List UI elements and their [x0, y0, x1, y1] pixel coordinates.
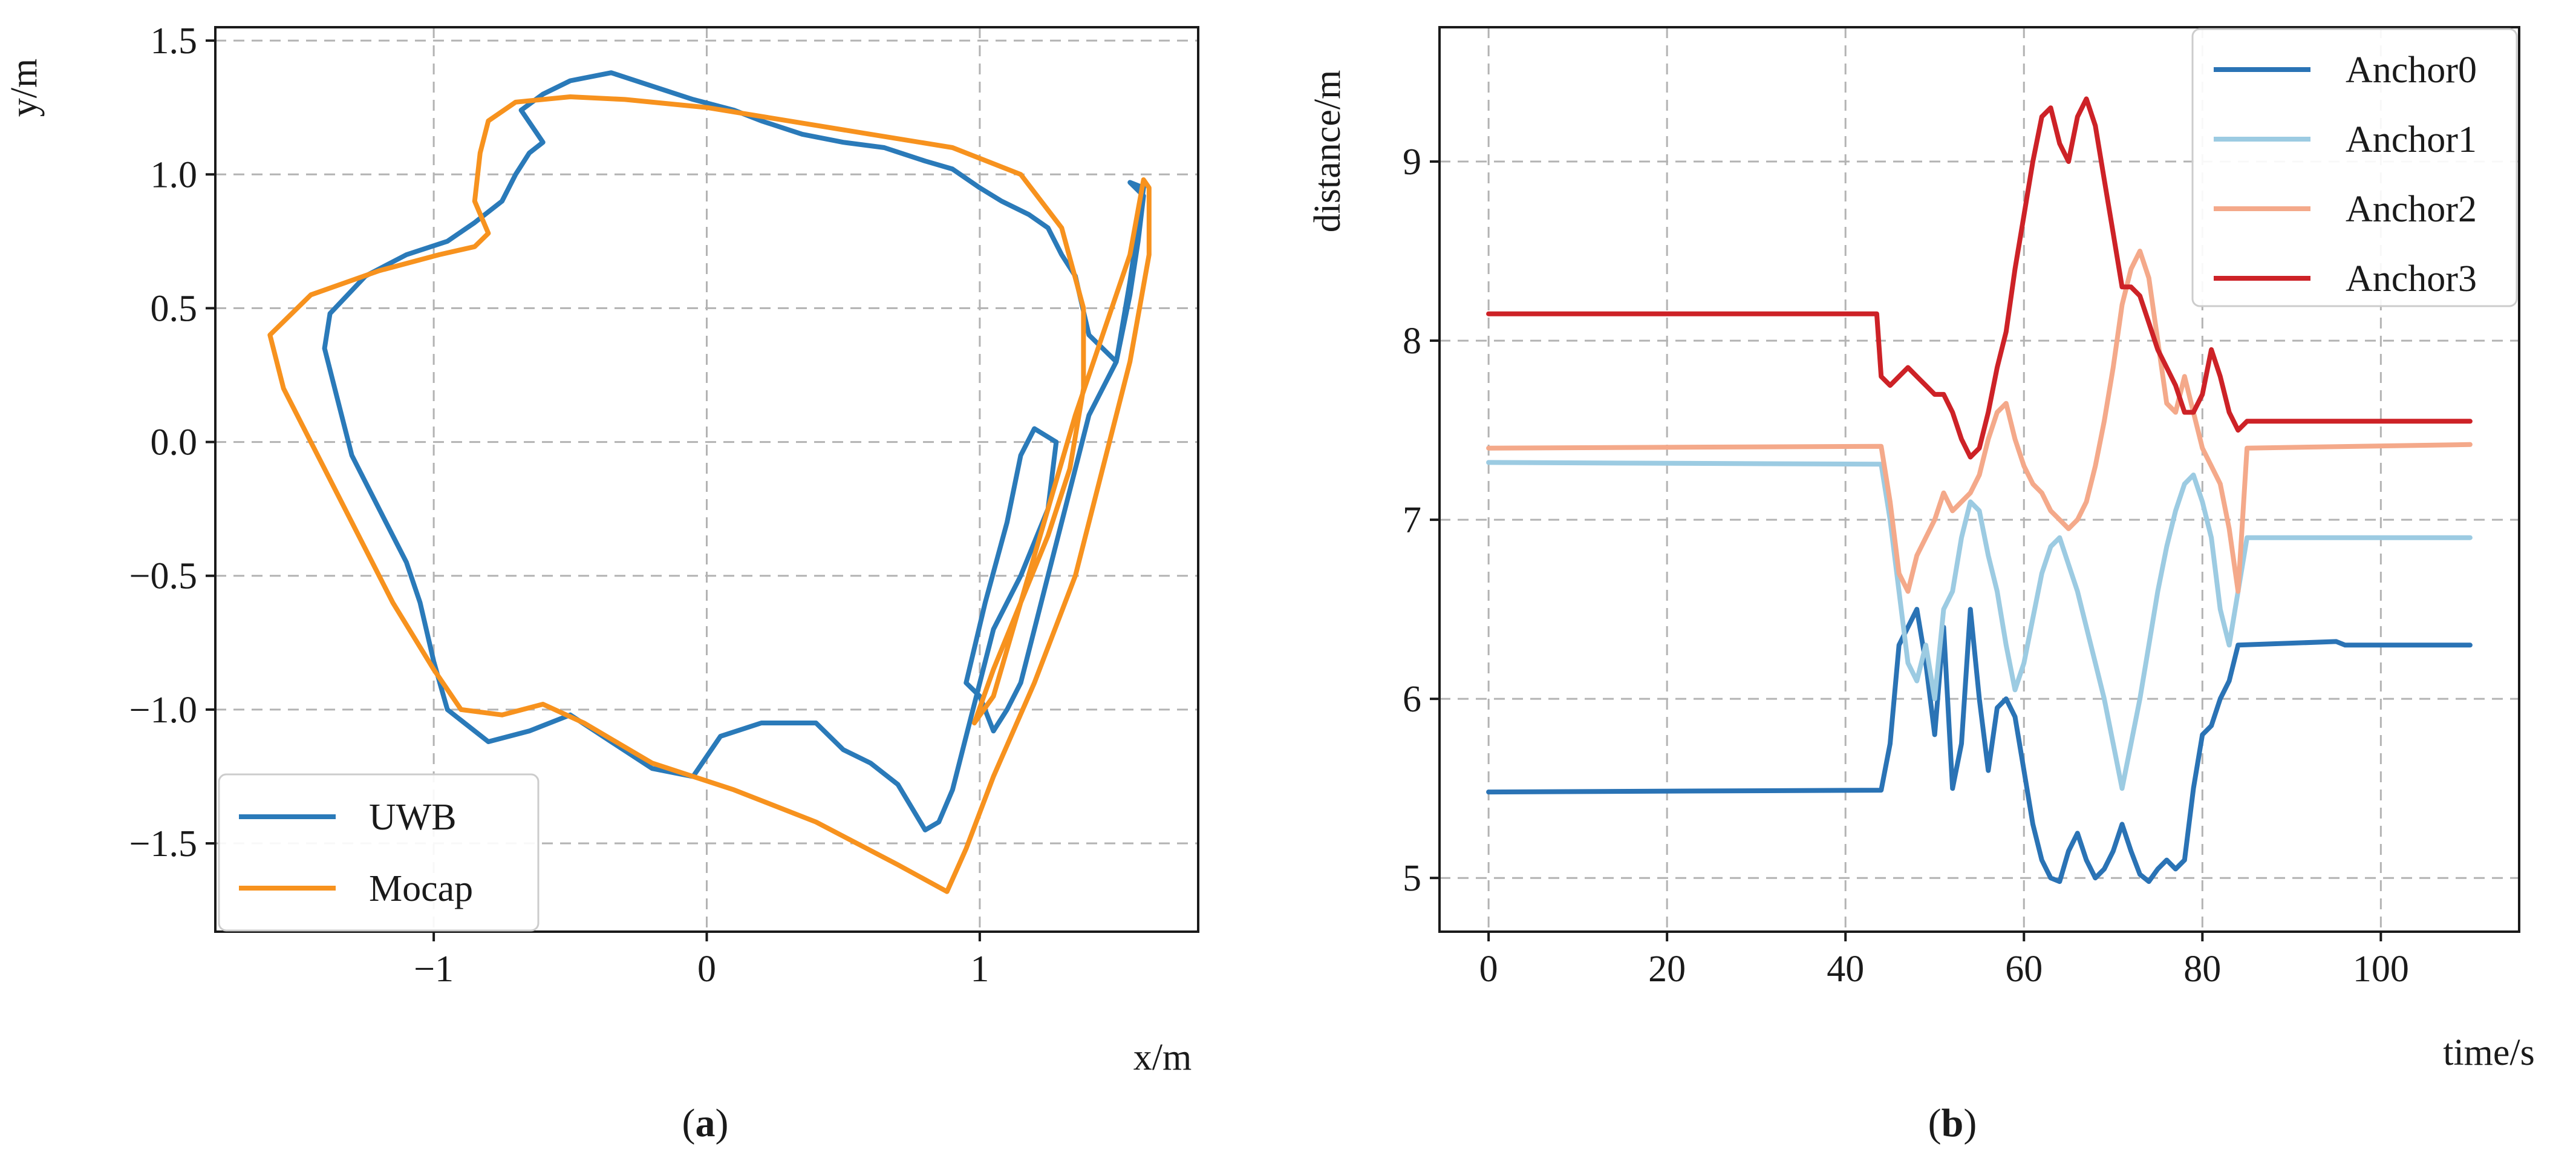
ytick-label: 9: [1403, 142, 1421, 183]
series-line-anchor3: [1486, 96, 2473, 460]
panel-b-xlabel: time/s: [2443, 1032, 2535, 1073]
legend-label-anchor3: Anchor3: [2346, 258, 2477, 299]
xtick-label: 60: [2005, 949, 2043, 990]
xtick-label: 80: [2183, 949, 2221, 990]
ytick-label: 0.0: [151, 422, 198, 463]
legend-label-mocap: Mocap: [369, 868, 473, 909]
series-line-anchor0: [1486, 607, 2473, 884]
ytick-label: 1.5: [151, 21, 198, 62]
xtick-label: 0: [697, 949, 716, 990]
panel-a-xlabel: x/m: [1133, 1037, 1192, 1078]
series-line-anchor1: [1486, 460, 2473, 791]
legend-label-anchor2: Anchor2: [2346, 189, 2477, 230]
xtick-label: 100: [2353, 949, 2409, 990]
panel-a-ylabel: y/m: [4, 59, 45, 117]
panel-a-ticks: −1 0 1 −1.5 −1.0 −0.5 0.0 0.5 1.0 1.5: [129, 21, 990, 990]
panel-b-legend: Anchor0 Anchor1 Anchor2 Anchor3: [2191, 28, 2518, 307]
ytick-label: 1.0: [151, 154, 198, 195]
panel-b-frame: [1438, 26, 2520, 933]
xtick-label: 40: [1827, 949, 1864, 990]
ytick-label: 0.5: [151, 288, 198, 329]
panel-a-series: [267, 70, 1152, 894]
panel-a-caption: (a): [682, 1101, 729, 1145]
ytick-label: −1.5: [129, 823, 197, 865]
panel-b-series: [1486, 96, 2473, 884]
series-line-mocap: [267, 94, 1152, 894]
xtick-label: 1: [970, 949, 989, 990]
ytick-label: −0.5: [129, 556, 197, 597]
ytick-label: −1.0: [129, 690, 197, 731]
xtick-label: 20: [1648, 949, 1686, 990]
xtick-label: −1: [414, 949, 454, 990]
ytick-label: 5: [1403, 858, 1421, 899]
panel-a-legend: UWB Mocap: [218, 773, 540, 932]
panel-b-ylabel: distance/m: [1307, 70, 1348, 233]
panel-b-caption: (b): [1928, 1101, 1977, 1145]
ytick-label: 8: [1403, 321, 1421, 362]
xtick-label: 0: [1479, 949, 1498, 990]
legend-label-anchor1: Anchor1: [2346, 119, 2477, 160]
legend-label-uwb: UWB: [369, 797, 457, 838]
legend-label-anchor0: Anchor0: [2346, 50, 2477, 91]
series-line-uwb: [322, 70, 1146, 832]
panel-b-ticks: 0 20 40 60 80 100 5 6 7 8 9: [1403, 142, 2409, 990]
panel-b-distance-plot: 0 20 40 60 80 100 5 6 7 8 9 distance/m time/s Anch…: [1307, 26, 2535, 1145]
panel-a-trajectory-plot: −1 0 1 −1.5 −1.0 −0.5 0.0 0.5 1.0 1.5 y/m x/m UWB…: [4, 21, 1199, 1145]
ytick-label: 7: [1403, 500, 1421, 541]
series-line-anchor2: [1486, 249, 2473, 594]
ytick-label: 6: [1403, 679, 1421, 720]
